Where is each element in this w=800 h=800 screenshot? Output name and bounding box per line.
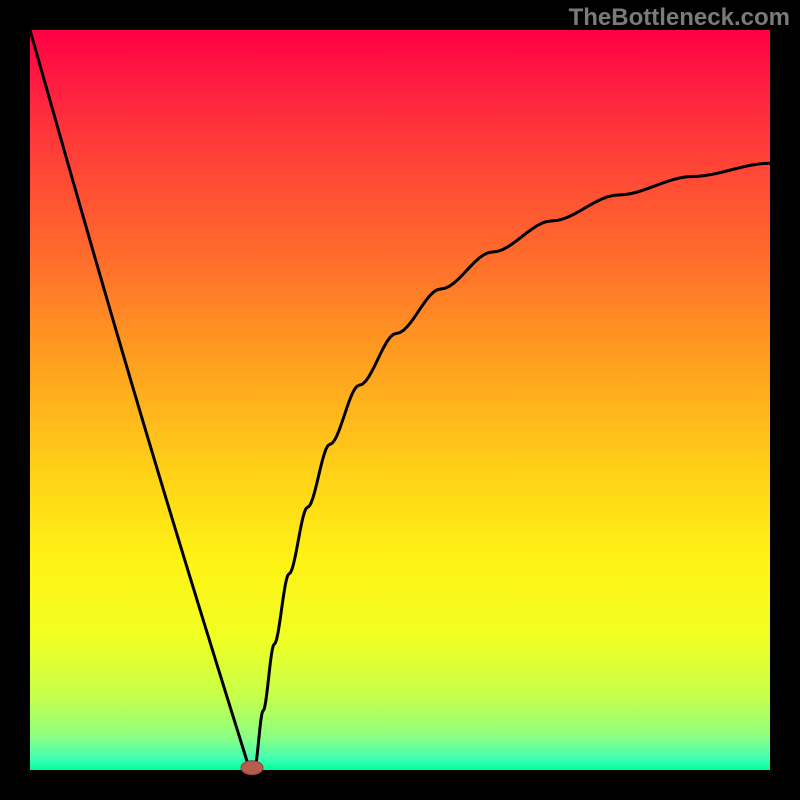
bottleneck-chart bbox=[0, 0, 800, 800]
minimum-marker bbox=[241, 761, 263, 775]
gradient-fill bbox=[30, 30, 770, 770]
chart-root: { "meta": { "watermark": "TheBottleneck.… bbox=[0, 0, 800, 800]
watermark-text: TheBottleneck.com bbox=[569, 4, 790, 32]
